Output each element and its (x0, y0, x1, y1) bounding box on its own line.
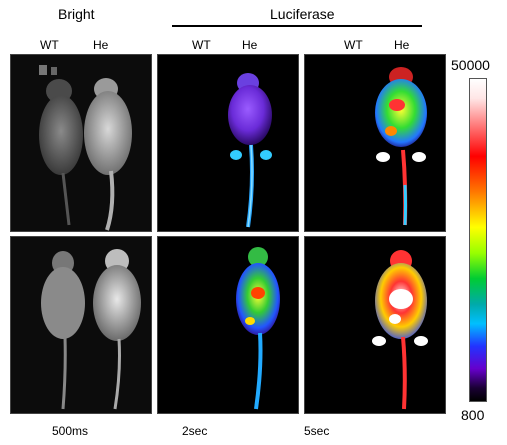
exposure-label-bright: 500ms (52, 424, 89, 438)
label-he-lucif-5s: He (394, 38, 410, 52)
luciferase-2sec-ventral-image (157, 236, 299, 414)
bright-dorsal-image (10, 54, 152, 232)
luciferase-2sec-dorsal-image (157, 54, 299, 232)
label-he-lucif-2s: He (242, 38, 258, 52)
colorbar-min-label: 800 (461, 407, 485, 423)
luciferase-5sec-ventral-image (304, 236, 446, 414)
label-wt-lucif-5s: WT (344, 38, 363, 52)
label-he-bright: He (93, 38, 109, 52)
label-wt-bright: WT (40, 38, 59, 52)
exposure-label-2sec: 2sec (182, 424, 208, 438)
label-wt-lucif-2s: WT (192, 38, 211, 52)
colorbar-max-label: 50000 (451, 57, 490, 73)
luciferase-header-line (172, 25, 422, 27)
colorbar (469, 78, 487, 402)
exposure-label-5sec: 5sec (304, 424, 330, 438)
luciferase-5sec-dorsal-image (304, 54, 446, 232)
bright-header: Bright (58, 6, 95, 22)
bright-ventral-image (10, 236, 152, 414)
luciferase-header: Luciferase (270, 6, 335, 22)
